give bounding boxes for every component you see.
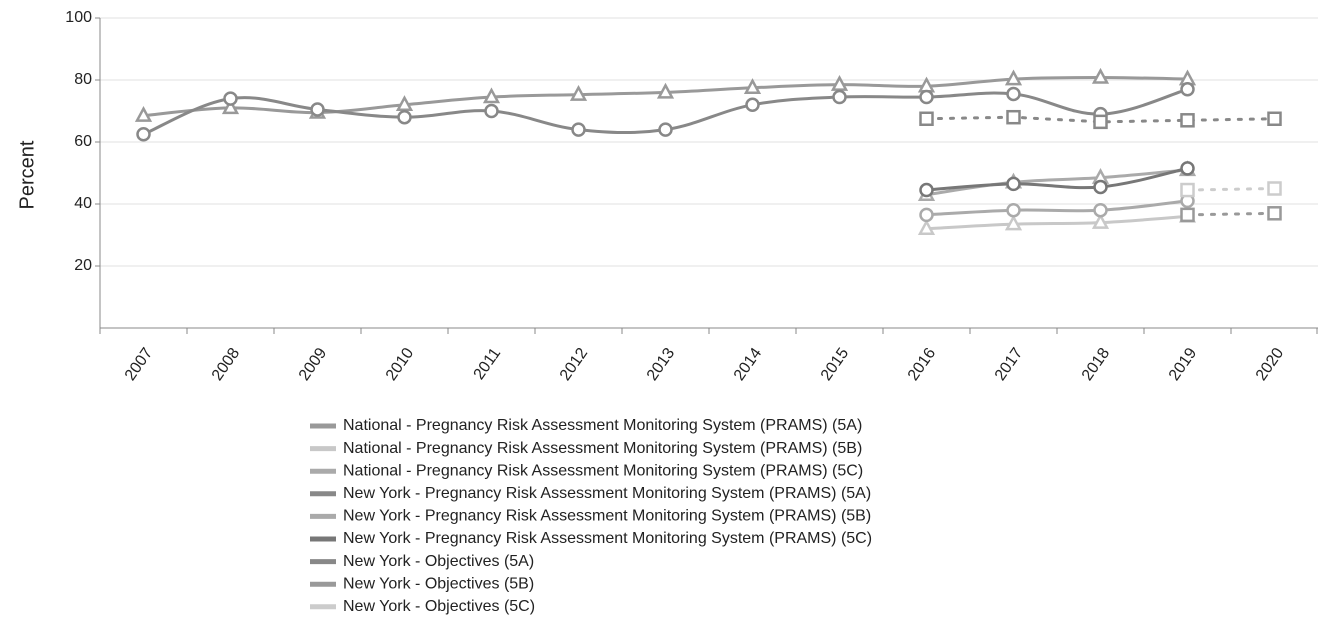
point bbox=[571, 122, 586, 137]
y-tick-label: 20 bbox=[74, 257, 92, 274]
x-tick-label: 2015 bbox=[818, 345, 852, 384]
x-tick-label: 2013 bbox=[644, 345, 678, 384]
x-tick-label: 2014 bbox=[731, 345, 765, 384]
point bbox=[1180, 82, 1195, 97]
point bbox=[917, 76, 936, 93]
point bbox=[569, 84, 588, 101]
point bbox=[221, 98, 240, 115]
point bbox=[656, 82, 675, 99]
y-tick-label: 80 bbox=[74, 71, 92, 88]
point bbox=[1004, 214, 1023, 231]
y-tick-label: 40 bbox=[74, 195, 92, 212]
x-tick-label: 2017 bbox=[992, 345, 1026, 384]
x-tick-label: 2011 bbox=[471, 345, 505, 383]
series-line bbox=[926, 166, 1188, 192]
y-tick-label: 60 bbox=[74, 133, 92, 150]
point bbox=[1180, 182, 1195, 198]
legend-label: National - Pregnancy Risk Assessment Mon… bbox=[343, 462, 863, 479]
point bbox=[397, 109, 412, 125]
legend-label: New York - Objectives (5B) bbox=[343, 575, 534, 592]
point bbox=[1093, 202, 1108, 218]
point bbox=[743, 78, 762, 94]
legend-label: New York - Pregnancy Risk Assessment Mon… bbox=[343, 485, 871, 502]
point bbox=[223, 91, 238, 106]
point bbox=[830, 75, 849, 91]
x-tick-label: 2010 bbox=[383, 345, 417, 384]
point bbox=[832, 89, 847, 105]
point bbox=[1006, 86, 1021, 102]
legend-label: New York - Objectives (5A) bbox=[343, 553, 534, 570]
point bbox=[1093, 179, 1108, 195]
x-tick-label: 2009 bbox=[296, 345, 330, 384]
point bbox=[1006, 109, 1021, 125]
point bbox=[658, 122, 673, 137]
legend-label: New York - Objectives (5C) bbox=[343, 598, 535, 615]
point bbox=[1180, 161, 1195, 176]
x-tick-label: 2012 bbox=[557, 345, 591, 384]
legend-label: National - Pregnancy Risk Assessment Mon… bbox=[343, 417, 862, 434]
x-tick-label: 2019 bbox=[1166, 345, 1200, 384]
point bbox=[745, 97, 760, 113]
point bbox=[1091, 67, 1110, 84]
point bbox=[1006, 176, 1021, 192]
point bbox=[917, 219, 936, 236]
legend-label: New York - Pregnancy Risk Assessment Mon… bbox=[343, 508, 871, 525]
series-line bbox=[926, 214, 1188, 231]
point bbox=[1267, 111, 1282, 126]
point bbox=[1180, 113, 1195, 128]
x-tick-label: 2008 bbox=[209, 345, 243, 384]
point bbox=[1006, 202, 1021, 218]
legend-label: National - Pregnancy Risk Assessment Mon… bbox=[343, 440, 862, 457]
y-tick-label: 100 bbox=[65, 9, 92, 26]
x-tick-label: 2007 bbox=[122, 345, 156, 384]
point bbox=[484, 103, 499, 119]
point bbox=[919, 89, 934, 105]
point bbox=[1004, 69, 1023, 86]
series-line bbox=[926, 168, 1188, 197]
point bbox=[919, 111, 934, 126]
point bbox=[919, 207, 934, 223]
point bbox=[1093, 114, 1108, 130]
x-tick-label: 2020 bbox=[1253, 345, 1287, 384]
point bbox=[134, 106, 153, 122]
point bbox=[310, 102, 325, 117]
point bbox=[1091, 212, 1110, 229]
x-tick-label: 2018 bbox=[1079, 345, 1113, 384]
point bbox=[395, 95, 414, 112]
series-line bbox=[925, 115, 1276, 124]
point bbox=[919, 182, 934, 198]
point bbox=[482, 87, 501, 104]
point bbox=[1267, 206, 1282, 221]
series-line bbox=[926, 199, 1188, 217]
series-line bbox=[1186, 187, 1276, 192]
point bbox=[136, 127, 151, 142]
y-axis-label: Percent bbox=[16, 140, 38, 209]
point bbox=[1180, 207, 1195, 223]
point bbox=[1267, 181, 1282, 196]
series-line bbox=[1186, 211, 1276, 217]
legend-label: New York - Pregnancy Risk Assessment Mon… bbox=[343, 530, 872, 547]
x-tick-label: 2016 bbox=[905, 345, 939, 384]
